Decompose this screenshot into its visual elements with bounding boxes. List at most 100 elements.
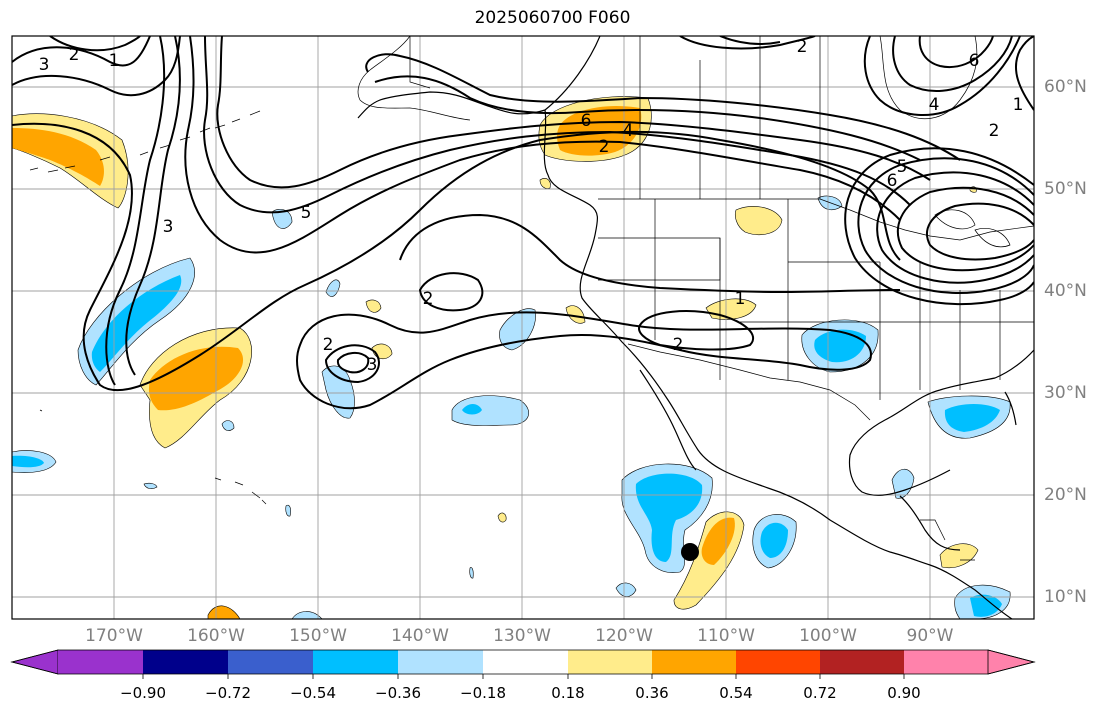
contour-line xyxy=(125,36,181,376)
us-mexico-border xyxy=(627,343,871,421)
us-canada-border xyxy=(598,198,1034,241)
positive-anomaly-shading xyxy=(12,96,979,619)
anomaly-area xyxy=(891,468,915,499)
colorbar-tick-label: −0.54 xyxy=(290,684,336,702)
colorbar-swatch xyxy=(398,650,483,674)
anomaly-area xyxy=(734,206,783,235)
contour-line xyxy=(719,36,781,45)
contour-line xyxy=(926,202,1034,261)
coastline-baja xyxy=(639,369,697,471)
contour-line xyxy=(857,157,1034,294)
contour-line xyxy=(216,36,931,189)
contour-label: 5 xyxy=(301,203,312,223)
contour-label: 1 xyxy=(735,289,746,309)
colorbar-swatch xyxy=(228,650,313,674)
longitude-label-100w: 100°W xyxy=(799,626,857,646)
contour-label: 1 xyxy=(109,51,120,71)
colorbar-swatch xyxy=(313,650,398,674)
colorbar-swatch xyxy=(904,650,988,674)
contour-line xyxy=(296,311,872,410)
anomaly-core xyxy=(12,128,104,186)
colorbar-swatch xyxy=(736,650,820,674)
latitude-label-30n: 30°N xyxy=(1044,383,1087,403)
contour-line xyxy=(844,147,1034,306)
map-frame xyxy=(11,35,1035,620)
contour-label: 4 xyxy=(623,121,634,141)
coastline-yucatan xyxy=(899,495,961,551)
colorbar-outline xyxy=(10,649,1036,675)
colorbar-swatch xyxy=(568,650,652,674)
anomaly-core xyxy=(635,473,703,562)
anomaly-area xyxy=(565,305,586,324)
contour-label: 2 xyxy=(797,37,808,57)
coastline-gulf-of-mexico xyxy=(848,349,1034,496)
contour-label: 2 xyxy=(423,289,434,309)
anomaly-area xyxy=(469,567,474,579)
contour-label: 6 xyxy=(581,111,592,131)
anomaly-core xyxy=(701,517,735,565)
map-panel: 2 1 3 6 4 2 3 5 6 5 2 3 2 2 1 2 6 4 2 1 xyxy=(12,36,1034,619)
anomaly-core xyxy=(944,404,1000,432)
colorbar-extend-low xyxy=(10,649,59,675)
latitude-label-40n: 40°N xyxy=(1044,281,1087,301)
coastlines xyxy=(357,36,1034,619)
colorbar-swatch xyxy=(58,650,143,674)
contour-label: 2 xyxy=(69,45,80,65)
colorbar-tick-label: 0.36 xyxy=(635,684,669,702)
anomaly-core xyxy=(148,346,244,411)
contour-label: 3 xyxy=(163,217,174,237)
colorbar-tick-label: −0.90 xyxy=(120,684,166,702)
contour-line xyxy=(679,36,816,50)
colorbar-tick-label: −0.36 xyxy=(375,684,421,702)
anomaly-core xyxy=(760,522,788,558)
contour-line xyxy=(336,352,370,374)
state-border xyxy=(598,237,721,281)
latitude-label-60n: 60°N xyxy=(1044,77,1087,97)
anomaly-area xyxy=(365,299,382,313)
contour-line xyxy=(365,53,961,161)
contour-line xyxy=(184,36,901,254)
latitude-label-10n: 10°N xyxy=(1044,587,1087,607)
contour-line xyxy=(324,344,380,384)
contour-label: 2 xyxy=(989,121,1000,141)
anomaly-area xyxy=(939,543,979,569)
political-borders xyxy=(29,36,1034,561)
anomaly-area xyxy=(539,178,551,189)
anomaly-area xyxy=(451,395,529,426)
contour-line xyxy=(399,213,901,294)
contour-label: 2 xyxy=(323,335,334,355)
contour-line xyxy=(418,272,484,312)
pacific-islands xyxy=(39,409,267,505)
latitude-label-50n: 50°N xyxy=(1044,179,1087,199)
contour-line xyxy=(203,36,911,214)
contour-label: 5 xyxy=(897,157,908,177)
longitude-label-120w: 120°W xyxy=(595,626,653,646)
contour-label: 4 xyxy=(929,95,940,115)
contour-line xyxy=(863,36,1021,116)
contour-label: 2 xyxy=(673,335,684,355)
contour-label: 2 xyxy=(599,137,610,157)
contour-line xyxy=(49,36,141,52)
longitude-label-110w: 110°W xyxy=(697,626,755,646)
colorbar-swatch xyxy=(143,650,228,674)
longitude-label-160w: 160°W xyxy=(187,626,245,646)
colorbar-tick-label: 0.18 xyxy=(551,684,585,702)
longitude-label-150w: 150°W xyxy=(289,626,347,646)
anomaly-area xyxy=(705,298,757,320)
map-title: 2025060700 F060 xyxy=(474,8,631,28)
latitude-label-20n: 20°N xyxy=(1044,485,1087,505)
colorbar-swatch xyxy=(652,650,736,674)
aleutian-islands xyxy=(29,110,261,173)
colorbar-swatch xyxy=(483,650,568,674)
anomaly-core xyxy=(557,105,642,156)
contour-line xyxy=(1015,36,1034,111)
longitude-label-130w: 130°W xyxy=(493,626,551,646)
contour-line xyxy=(918,36,994,68)
anomaly-area xyxy=(325,279,341,297)
anomaly-core xyxy=(12,455,44,468)
contour-line xyxy=(892,36,1013,92)
alaska-coast xyxy=(357,36,471,121)
contour-line xyxy=(897,186,1034,272)
contour-label: 6 xyxy=(969,51,980,71)
